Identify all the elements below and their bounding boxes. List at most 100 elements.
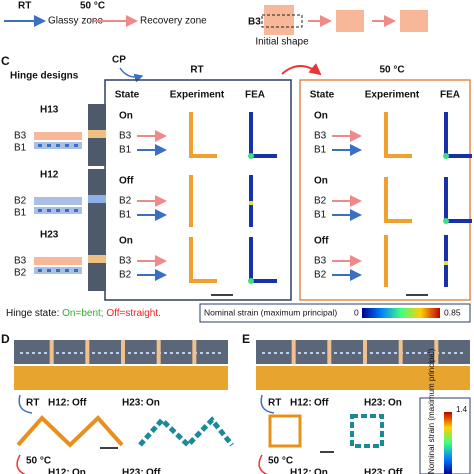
band-label: B2 (14, 268, 27, 279)
hinge-name: H23: (122, 398, 144, 409)
condition-label: 50 °C (26, 456, 51, 467)
column-header: FEA (440, 90, 460, 101)
colorbar (444, 412, 452, 474)
dot (68, 352, 71, 354)
hinge-name: H12: (48, 468, 70, 474)
dot (460, 352, 463, 354)
dot (26, 352, 29, 354)
dot (280, 352, 283, 354)
cp-label: CP (112, 55, 126, 66)
condition-label: RT (26, 398, 39, 409)
band-label: B3 (119, 256, 132, 267)
dot (74, 209, 78, 212)
experiment-shape (268, 414, 302, 448)
arrow (260, 394, 275, 414)
dot (286, 352, 289, 354)
hinge-state: On (314, 468, 328, 474)
panel-letter: D (1, 332, 10, 346)
experiment-shape (189, 237, 217, 283)
dot (164, 352, 167, 354)
dot (262, 352, 265, 354)
dot (56, 209, 60, 212)
dot (448, 352, 451, 354)
band-label: B1 (14, 143, 27, 154)
panel-letter: E (242, 332, 250, 346)
dot (38, 269, 42, 272)
legend-text: Recovery zone (140, 16, 207, 27)
dot (268, 352, 271, 354)
dot (38, 144, 42, 147)
hinge-state: Off (146, 468, 161, 474)
dot (388, 352, 391, 354)
fea-shape (249, 237, 277, 283)
hinge-name: H23: (364, 398, 386, 409)
state: On (119, 111, 133, 122)
colorbar-label: Nominal strain (maximum principal) (204, 307, 337, 317)
hinge (88, 195, 106, 203)
dot (454, 352, 457, 354)
hinge (49, 340, 54, 364)
condition-label: RT (268, 398, 281, 409)
dot (116, 352, 119, 354)
panel-title: Hinge designs (10, 71, 79, 82)
colorbar-max: 1.4 (456, 405, 468, 414)
note-on: On=bent; (62, 308, 103, 319)
column-header: State (115, 90, 140, 101)
dot (182, 352, 185, 354)
hinge-name: H12: (48, 398, 70, 409)
sample-outline (261, 14, 303, 28)
strip (14, 366, 228, 390)
dot (304, 352, 307, 354)
legend-text: Glassy zone (48, 16, 103, 27)
dot (92, 352, 95, 354)
condition-label: RT (190, 65, 203, 76)
column-header: Experiment (170, 90, 225, 101)
arrow (258, 454, 268, 474)
band-label: B3 (14, 131, 27, 142)
hinge-state: On (146, 398, 160, 409)
dot (74, 352, 77, 354)
fea-hinge (248, 278, 254, 284)
band-label: B1 (119, 145, 132, 156)
dot (32, 352, 35, 354)
dot (394, 352, 397, 354)
dot (206, 352, 209, 354)
dot (430, 352, 433, 354)
dot (47, 269, 51, 272)
dot (47, 209, 51, 212)
fea-shape (350, 414, 384, 448)
dot (200, 352, 203, 354)
fea-hinge (444, 261, 448, 265)
dot (316, 352, 319, 354)
arrow (281, 63, 322, 76)
dot (370, 352, 373, 354)
experiment-shape (384, 177, 412, 223)
hinge-state: Off (388, 468, 403, 474)
design-name: H12 (40, 170, 59, 181)
dot (170, 352, 173, 354)
dot (382, 352, 385, 354)
arrow (119, 67, 144, 83)
dot (176, 352, 179, 354)
dot (412, 352, 415, 354)
dot (44, 352, 47, 354)
colorbar (362, 308, 440, 318)
hinge (121, 340, 125, 364)
experiment-shape (16, 415, 124, 448)
hinge-name: H12: (290, 468, 312, 474)
dot (56, 269, 60, 272)
dot (418, 352, 421, 354)
fea-hinge (248, 153, 254, 159)
arrow (18, 394, 33, 414)
fea-shape (138, 416, 234, 449)
band-label: B3 (119, 131, 132, 142)
hinge (88, 130, 106, 138)
dot (47, 144, 51, 147)
band-label: B2 (119, 196, 132, 207)
dot (442, 352, 445, 354)
experiment-shape (189, 112, 217, 158)
dot (212, 352, 215, 354)
note: Hinge state: On=bent; Off=straight. (6, 308, 161, 319)
dot (62, 352, 65, 354)
